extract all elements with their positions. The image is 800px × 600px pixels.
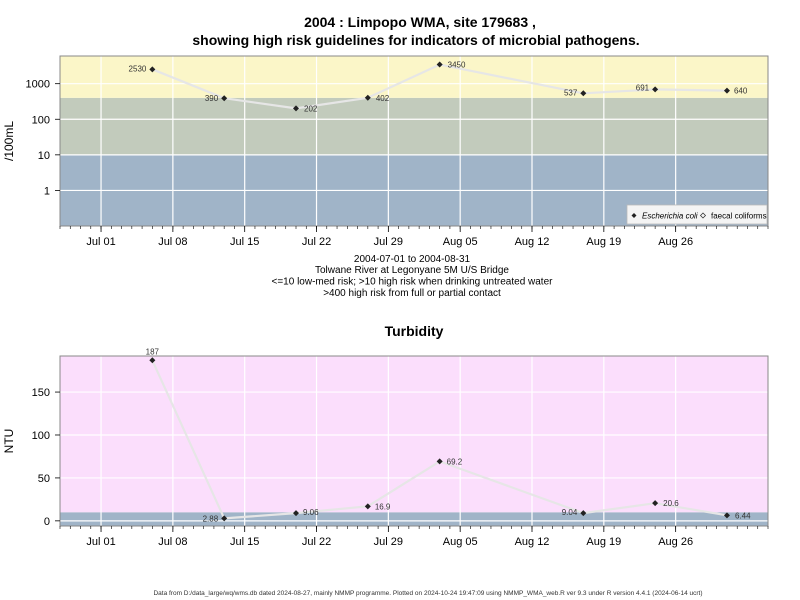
p2-y-axis: 0 50 100 150: [32, 387, 60, 528]
p1-ytick-label-2: 100: [32, 114, 50, 126]
p1-xtick-label-5: Aug 05: [443, 236, 478, 248]
p1-point-marker-4: [436, 61, 443, 68]
p2-point-label-7: 6.44: [735, 511, 751, 520]
p2-series-line: [151, 359, 728, 520]
p2-point-label-0: 187: [146, 347, 160, 356]
p2-point-marker-2: [293, 510, 299, 517]
p1-xtick-label-8: Aug 26: [658, 236, 693, 248]
p2-band-0: [60, 512, 768, 526]
subtitle-block: 2004-07-01 to 2004-08-31 Tolwane River a…: [272, 254, 554, 299]
p2-xtick-label-5: Aug 05: [443, 536, 478, 548]
p1-point-marker-2: [293, 105, 299, 112]
p1-point-label-3: 402: [376, 94, 390, 103]
p2-point-label-6: 20.6: [663, 499, 679, 508]
p1-point-label-2: 202: [304, 104, 318, 113]
p1-point-label-5: 537: [564, 88, 578, 97]
p2-xtick-label-7: Aug 19: [586, 536, 621, 548]
p2-point-marker-5: [580, 510, 587, 517]
p2-xtick-label-2: Jul 15: [230, 536, 259, 548]
p2-xtick-label-0: Jul 01: [86, 536, 115, 548]
p2-y-axis-label: NTU: [2, 429, 16, 454]
subtitle-date-range: 2004-07-01 to 2004-08-31: [354, 254, 471, 265]
p1-gridlines: [60, 56, 768, 226]
subtitle-risk-note-2: >400 high risk from full or partial cont…: [323, 288, 501, 299]
p1-y-axis: 1 10 100 1000: [26, 79, 60, 197]
p2-xtick-label-3: Jul 22: [302, 536, 331, 548]
p1-x-axis: Jul 01 Jul 08 Jul 15 Jul 22 Jul 29 Aug 05 Aug …: [59, 226, 769, 248]
p1-legend-label-faecal: faecal coliforms: [711, 212, 767, 221]
p1-point-label-1: 390: [205, 94, 219, 103]
p1-point-label-4: 3450: [448, 61, 466, 70]
p2-x-axis: Jul 01 Jul 08 Jul 15 Jul 22 Jul 29 Aug 05 Aug …: [59, 526, 769, 548]
p2-gridlines: [60, 356, 768, 526]
p2-point-marker-0: [149, 357, 156, 364]
p2-xtick-label-6: Aug 12: [515, 536, 550, 548]
turbidity-panel: Turbidity 187 2.88 9.06 16.9 69.2 9.04 20.6 6.4…: [2, 323, 769, 548]
p1-ytick-label-0: 1: [44, 185, 50, 197]
p2-xtick-label-1: Jul 08: [158, 536, 187, 548]
p1-point-label-7: 640: [734, 87, 748, 96]
p2-point-marker-4: [436, 458, 443, 465]
main-title-line1: 2004 : Limpopo WMA, site 179683 ,: [304, 14, 536, 30]
p1-xtick-label-7: Aug 19: [586, 236, 621, 248]
p1-point-marker-7: [723, 87, 730, 94]
p2-point-label-1: 2.88: [203, 514, 219, 523]
p1-point-marker-5: [580, 90, 587, 97]
subtitle-site-name: Tolwane River at Legonyane 5M U/S Bridge: [315, 265, 509, 276]
p2-plot-frame: [59, 355, 769, 527]
p2-point-marker-7: [723, 512, 730, 519]
p2-ytick-label-0: 0: [44, 516, 50, 528]
p1-legend: Escherichia coli faecal coliforms: [626, 204, 768, 225]
p2-data-points: 187 2.88 9.06 16.9 69.2 9.04 20.6 6.44: [146, 347, 751, 523]
p1-xtick-label-1: Jul 08: [158, 236, 187, 248]
p1-point-marker-3: [364, 94, 371, 101]
p1-y-axis-label: /100mL: [2, 121, 16, 161]
p2-point-label-4: 69.2: [447, 457, 463, 466]
p2-point-marker-6: [652, 500, 659, 507]
p2-ytick-label-3: 150: [32, 387, 50, 399]
p2-band-1: [60, 356, 768, 513]
p2-point-label-5: 9.04: [562, 508, 578, 517]
p2-point-marker-3: [364, 503, 371, 510]
p1-xtick-label-6: Aug 12: [515, 236, 550, 248]
p1-xtick-label-0: Jul 01: [86, 236, 115, 248]
p1-plot-frame: [59, 55, 769, 227]
p1-point-marker-0: [149, 66, 156, 73]
p1-point-label-6: 691: [636, 83, 650, 92]
open-diamond-icon: [700, 212, 706, 219]
p2-point-label-3: 16.9: [375, 502, 391, 511]
p2-series-polyline: [151, 359, 728, 520]
p2-xtick-label-8: Aug 26: [658, 536, 693, 548]
microbial-panel: 2530 390 202 402 3450 537 691 640 1 10 100 1000 Ju…: [2, 55, 769, 248]
p1-point-label-0: 2530: [129, 64, 147, 73]
p1-xtick-label-2: Jul 15: [230, 236, 259, 248]
main-title-line2: showing high risk guidelines for indicat…: [192, 32, 639, 48]
p2-risk-bands: [60, 356, 768, 526]
p1-series-polyline: [151, 63, 728, 110]
p1-point-marker-6: [652, 86, 659, 93]
p1-ytick-label-3: 1000: [26, 79, 50, 91]
p1-xtick-label-3: Jul 22: [302, 236, 331, 248]
p1-legend-box: [626, 204, 768, 225]
p1-data-points: 2530 390 202 402 3450 537 691 640: [129, 61, 748, 114]
p1-xtick-label-4: Jul 29: [374, 236, 403, 248]
p1-ytick-label-1: 10: [38, 150, 50, 162]
subtitle-risk-note-1: <=10 low-med risk; >10 high risk when dr…: [272, 277, 554, 288]
p2-point-marker-1: [221, 515, 228, 522]
p1-point-marker-1: [221, 95, 228, 102]
p1-band-1: [60, 97, 768, 155]
p1-legend-label-ecoli: Escherichia coli: [642, 212, 698, 221]
p2-title: Turbidity: [385, 323, 444, 339]
p2-ytick-label-2: 100: [32, 430, 50, 442]
p2-ytick-label-1: 50: [38, 473, 50, 485]
p1-risk-bands: [60, 56, 768, 226]
filled-diamond-icon: [631, 213, 637, 218]
p2-point-label-2: 9.06: [303, 508, 319, 517]
footer-note: Data from D:/data_large/wq/wms.db dated …: [153, 590, 702, 597]
p1-series-line: [151, 63, 728, 110]
p2-xtick-label-4: Jul 29: [374, 536, 403, 548]
